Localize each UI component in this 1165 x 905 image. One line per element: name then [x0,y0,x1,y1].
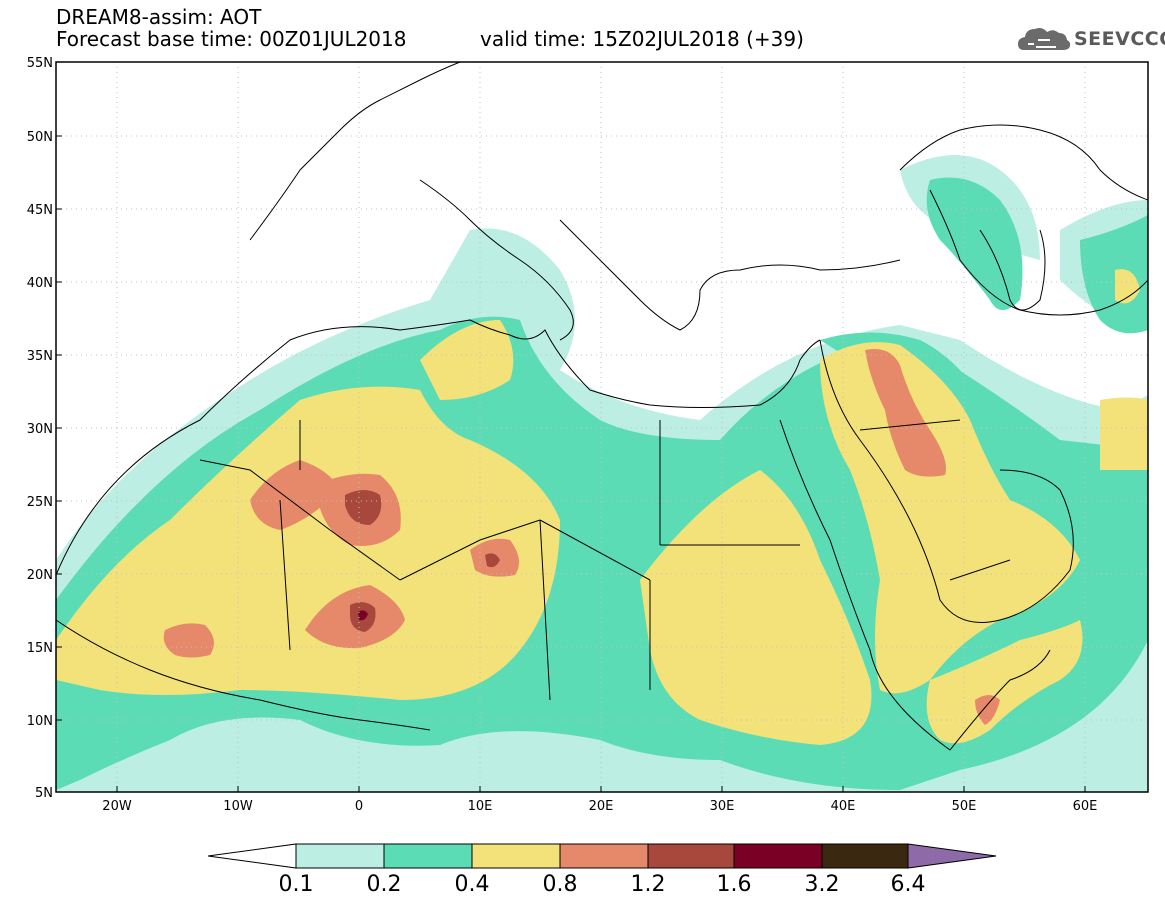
aot-band-0.2 [926,177,1023,310]
colorbar-label: 1.6 [716,872,752,897]
coastlines [56,62,1148,751]
map-title: DREAM8-assim: AOT [56,5,262,29]
graticule [56,62,1148,792]
aot-band-1.6 [358,610,368,621]
lon-label: 0 [355,799,363,814]
forecast-base-time: Forecast base time: 00Z01JUL2018 [56,27,407,51]
colorbar-label: 0.8 [542,872,578,897]
colorbar-high-arrow [907,843,997,869]
colorbar-segment [647,843,735,869]
lat-label: 5N [35,786,53,801]
aot-band-0.4 [1115,269,1140,304]
aot-band-0.8 [975,695,1000,725]
colorbar-segment [733,843,823,869]
lon-label: 20W [102,799,132,814]
aot-band-1.2 [485,553,500,568]
lat-label: 30N [27,422,53,437]
lon-label: 50E [952,799,977,814]
lon-label: 40E [831,799,856,814]
lat-label: 35N [27,349,53,364]
lat-label: 10N [27,714,53,729]
lon-label: 60E [1073,799,1098,814]
lat-label: 45N [27,203,53,218]
cloud-icon [1018,28,1071,50]
aot-band-0.8 [250,460,340,530]
colorbar-label: 3.2 [804,872,840,897]
lon-label: 30E [710,799,735,814]
colorbar-segment [559,843,649,869]
aot-band-1.2 [345,490,382,525]
aot-band-0.4 [56,386,560,700]
aot-band-0.8 [163,623,214,658]
aot-band-0.4 [926,620,1083,744]
aot-band-0.4 [420,320,514,400]
aot-band-0.4 [1100,397,1148,470]
colorbar-label: 6.4 [890,872,926,897]
colorbar-low-arrow [207,843,297,869]
seevccc-logo: SEEVCCC [1016,22,1165,56]
lat-labels: 55N 50N 45N 40N 35N 30N 25N 20N 15N 10N … [27,56,53,801]
lat-label: 40N [27,276,53,291]
colorbar-label: 0.4 [454,872,490,897]
lat-label: 15N [27,641,53,656]
colorbar [207,843,997,869]
lon-label: 10E [468,799,493,814]
valid-time: valid time: 15Z02JUL2018 (+39) [480,27,804,51]
lat-label: 55N [27,56,53,71]
map-frame [55,61,1149,793]
logo-text: SEEVCCC [1074,28,1165,50]
colorbar-label: 1.2 [630,872,666,897]
colorbar-segment [821,843,909,869]
lon-label: 20E [589,799,614,814]
colorbar-label: 0.2 [366,872,402,897]
colorbar-label: 0.1 [278,872,314,897]
aot-band-0.4 [820,342,1080,694]
lon-label: 10W [223,799,253,814]
axis-ticks [56,61,1086,793]
colorbar-segment [471,843,561,869]
lat-label: 20N [27,568,53,583]
colorbar-segment [383,843,473,869]
aot-band-0.8 [865,349,946,477]
lat-label: 50N [27,130,53,145]
lat-label: 25N [27,495,53,510]
lon-labels: 20W 10W 0 10E 20E 30E 40E 50E 60E [102,799,1097,814]
colorbar-segment [295,843,385,869]
aot-band-0.4 [640,470,872,745]
aot-band-0.2 [1080,215,1148,334]
